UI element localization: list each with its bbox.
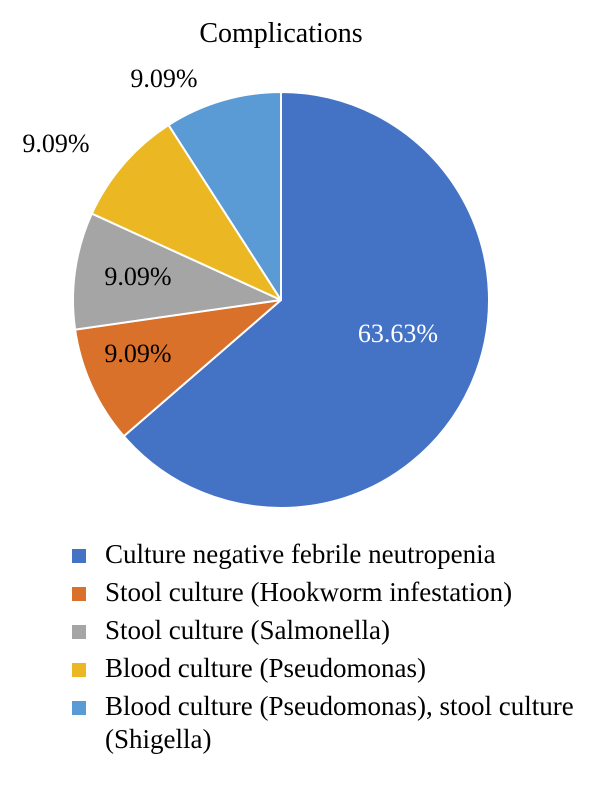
pie-chart: Complications 63.63% 9.09% 9.09% 9.09% 9.09% — [22, 18, 490, 509]
legend-item-culture-negative-febrile-neutropenia: Culture negative febrile neutropenia — [72, 538, 587, 571]
legend-label: Blood culture (Pseudomonas), stool cultu… — [105, 691, 574, 754]
data-label-culture-negative-febrile-neutropenia: 63.63% — [358, 319, 438, 348]
data-label-blood-culture-pseudomonas: 9.09% — [22, 129, 89, 158]
legend-swatch — [72, 701, 86, 715]
legend-label: Stool culture (Hookworm infestation) — [105, 577, 513, 607]
pie-slice-stool-culture-salmonella — [72, 212, 282, 331]
pie-slices — [72, 91, 490, 509]
legend-swatch — [72, 663, 86, 677]
legend-swatch — [72, 549, 86, 563]
chart-title: Complications — [199, 18, 362, 49]
legend-swatch — [72, 587, 86, 601]
legend-label: Stool culture (Salmonella) — [105, 615, 390, 645]
legend-item-blood-culture-pseudomonas-stool-culture-shigella: Blood culture (Pseudomonas), stool cultu… — [72, 690, 587, 756]
legend-item-blood-culture-pseudomonas: Blood culture (Pseudomonas) — [72, 652, 587, 685]
legend-label: Blood culture (Pseudomonas) — [105, 653, 426, 683]
pie-slice-blood-culture-pseudomonas-stool-culture-shigella — [167, 91, 282, 301]
legend-item-stool-culture-salmonella: Stool culture (Salmonella) — [72, 614, 587, 647]
pie-slice-blood-culture-pseudomonas — [90, 124, 282, 301]
data-label-blood-culture-pseudomonas-stool-culture-shigella: 9.09% — [130, 64, 197, 93]
data-label-stool-culture-salmonella: 9.09% — [104, 262, 171, 291]
legend-swatch — [72, 625, 86, 639]
legend-label: Culture negative febrile neutropenia — [105, 539, 496, 569]
pie-data-labels: 63.63% 9.09% 9.09% 9.09% 9.09% — [22, 64, 438, 368]
pie-slice-culture-negative-febrile-neutropenia — [122, 91, 490, 509]
data-label-stool-culture-hookworm-infestation: 9.09% — [104, 339, 171, 368]
pie-slice-stool-culture-hookworm-infestation — [74, 299, 282, 438]
legend-item-stool-culture-hookworm-infestation: Stool culture (Hookworm infestation) — [72, 576, 587, 609]
legend: Culture negative febrile neutropenia Stoo… — [72, 538, 587, 761]
